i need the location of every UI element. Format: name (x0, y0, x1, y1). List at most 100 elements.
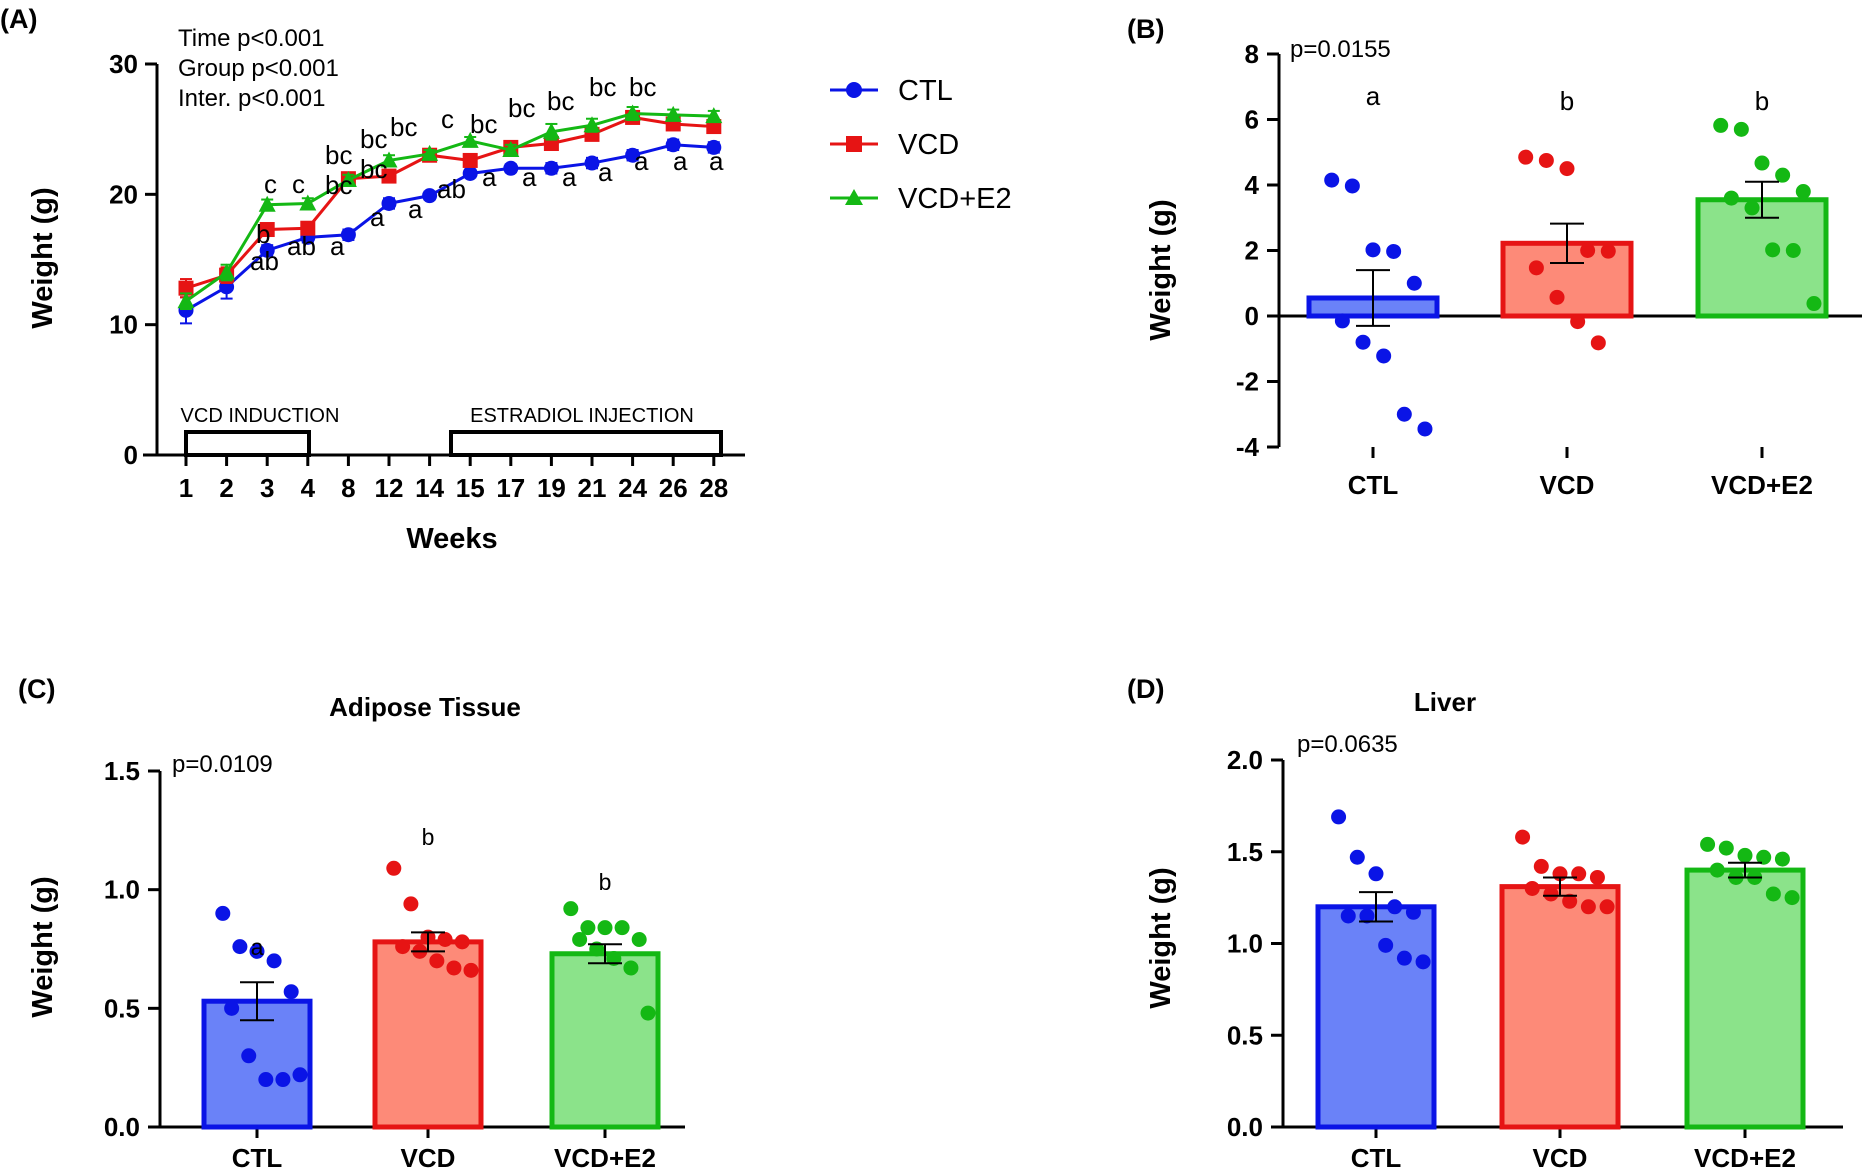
data-point-vcd-e2 (542, 122, 560, 139)
panel-a-stat-group: Group p<0.001 (178, 55, 339, 82)
panel-d-dot-ctl (1368, 866, 1384, 882)
panel-a-line-chart: (A) Time p<0.001 Group p<0.001 Inter. p<… (0, 4, 1012, 555)
panel-a-letter: a (370, 202, 385, 232)
legend-label-vcd: VCD (898, 129, 959, 161)
data-point-vcd-e2 (380, 151, 398, 168)
panel-a-x-tick-label: 24 (618, 473, 647, 503)
panel-a-letter: bc (629, 72, 656, 102)
panel-b-dot-vcd-e2 (1744, 200, 1760, 216)
panel-c-y-tick-label: 1.0 (104, 875, 140, 905)
panel-b-x-tick-label: VCD (1540, 470, 1595, 500)
panel-b-dot-ctl (1355, 334, 1371, 350)
panel-d-y-tick-label: 1.5 (1227, 837, 1263, 867)
data-point-vcd-e2 (705, 107, 723, 124)
panel-d-bar-chart: (D) Liver p=0.0635 Weight (g) 0.0 0.5 1.0 1… (1127, 674, 1843, 1173)
panel-b-dot-ctl (1365, 242, 1381, 258)
panel-b-dot-vcd-e2 (1733, 121, 1749, 137)
panel-c-letter-vcd-e2: b (599, 869, 612, 895)
panel-d-dot-ctl (1331, 809, 1347, 825)
panel-a-x-tick-label: 4 (301, 473, 316, 503)
panel-a-band-estradiol: ESTRADIOL INJECTION (470, 405, 694, 427)
panel-c-dot-ctl (292, 1067, 308, 1083)
panel-d-dot-vcd-e2 (1784, 890, 1800, 906)
panel-b-dot-vcd-e2 (1795, 184, 1811, 200)
panel-a-letter: c (264, 169, 277, 199)
panel-b-y-tick-label: 6 (1245, 105, 1259, 135)
panel-b-dot-ctl (1417, 421, 1433, 437)
panel-a-letter: bc (325, 170, 352, 200)
panel-b-label: (B) (1127, 14, 1164, 44)
panel-a-letter: a (482, 162, 497, 192)
panel-a-letter: ab (287, 231, 316, 261)
panel-c-title: Adipose Tissue (329, 692, 521, 722)
panel-b-y-tick-label: 2 (1245, 236, 1259, 266)
panel-c-dot-vcd-e2 (580, 920, 596, 936)
panel-d-dot-vcd-e2 (1765, 886, 1781, 902)
panel-d-title: Liver (1414, 687, 1476, 717)
panel-c-bar-chart: (C) Adipose Tissue p=0.0109 Weight (g) 0… (18, 674, 685, 1173)
panel-b-y-tick-label: -4 (1236, 432, 1260, 462)
panel-a-band-vcd-induction: VCD INDUCTION (181, 405, 340, 427)
panel-c-dot-vcd (463, 962, 479, 978)
panel-b-dot-ctl (1376, 348, 1392, 364)
data-point-vcd (178, 280, 194, 296)
panel-d-dot-vcd (1589, 869, 1605, 885)
panel-b-x-tick-label: CTL (1348, 470, 1399, 500)
panel-a-letter: bc (390, 112, 417, 142)
panel-c-dot-ctl (275, 1072, 291, 1088)
panel-c-dot-vcd-e2 (623, 960, 639, 976)
panel-c-dot-vcd-e2 (563, 901, 579, 917)
panel-d-x-tick-label: VCD+E2 (1694, 1143, 1796, 1173)
panel-a-y-tick-label: 20 (109, 179, 138, 209)
panel-b-dot-vcd (1570, 314, 1586, 330)
panel-c-letter-ctl: a (251, 934, 264, 960)
panel-c-dot-ctl (266, 953, 282, 969)
panel-d-dot-ctl (1340, 908, 1356, 924)
panel-a-letter: bc (589, 72, 616, 102)
panel-a-letter: ab (437, 174, 466, 204)
panel-c-dot-vcd-e2 (614, 920, 630, 936)
data-point-ctl (462, 165, 478, 181)
panel-a-letter: c (292, 169, 305, 199)
legend-item-vcd: VCD (830, 129, 959, 161)
data-point-ctl (543, 160, 559, 176)
panel-b-bar-chart: (B) p=0.0155 Weight (g) -4 -2 0 2 4 6 8 CTL a VCD… (1127, 14, 1862, 500)
panel-a-y-tick-label: 30 (109, 49, 138, 79)
panel-c-dot-ctl (241, 1048, 257, 1064)
panel-b-y-label: Weight (g) (1145, 199, 1177, 340)
panel-d-dot-vcd (1580, 899, 1596, 915)
legend-marker-ctl (846, 82, 862, 98)
panel-c-x-tick-label: VCD (401, 1143, 456, 1173)
panel-a-x-tick-label: 15 (456, 473, 485, 503)
panel-b-dot-vcd (1538, 152, 1554, 168)
panel-b-x-tick-label: VCD+E2 (1711, 470, 1813, 500)
panel-a-x-tick-label: 3 (260, 473, 274, 503)
panel-b-dot-vcd (1580, 243, 1596, 258)
panel-b-pvalue: p=0.0155 (1290, 36, 1391, 63)
data-point-vcd (300, 220, 316, 236)
panel-a-x-tick-label: 21 (578, 473, 607, 503)
panel-d-dot-vcd-e2 (1774, 851, 1790, 867)
panel-d-dot-vcd-e2 (1700, 836, 1716, 852)
panel-c-dot-ctl (258, 1072, 274, 1088)
panel-d-dot-ctl (1396, 950, 1412, 966)
panel-d-y-tick-label: 0.5 (1227, 1020, 1263, 1050)
legend-item-ctl: CTL (830, 75, 953, 107)
panel-c-dot-ctl (224, 1000, 240, 1016)
panel-a-letter: a (408, 194, 423, 224)
panel-d-y-tick-label: 1.0 (1227, 929, 1263, 959)
panel-d-dot-vcd-e2 (1737, 847, 1753, 863)
panel-c-dot-vcd (454, 934, 470, 950)
data-point-vcd (381, 168, 397, 184)
panel-a-band-estradiol-box (449, 430, 723, 457)
panel-a-x-tick-label: 12 (375, 473, 404, 503)
data-point-ctl (584, 155, 600, 171)
panel-a-letter: bc (360, 154, 387, 184)
panel-b-bar-vcd-e2 (1695, 197, 1829, 319)
data-point-ctl (381, 195, 397, 211)
panel-b-dot-ctl (1334, 313, 1350, 329)
panel-b-dot-vcd-e2 (1806, 296, 1822, 312)
panel-a-band-vcd-box (184, 430, 311, 457)
data-point-vcd-e2 (177, 292, 195, 309)
panel-b-letter-vcd: b (1560, 86, 1574, 116)
